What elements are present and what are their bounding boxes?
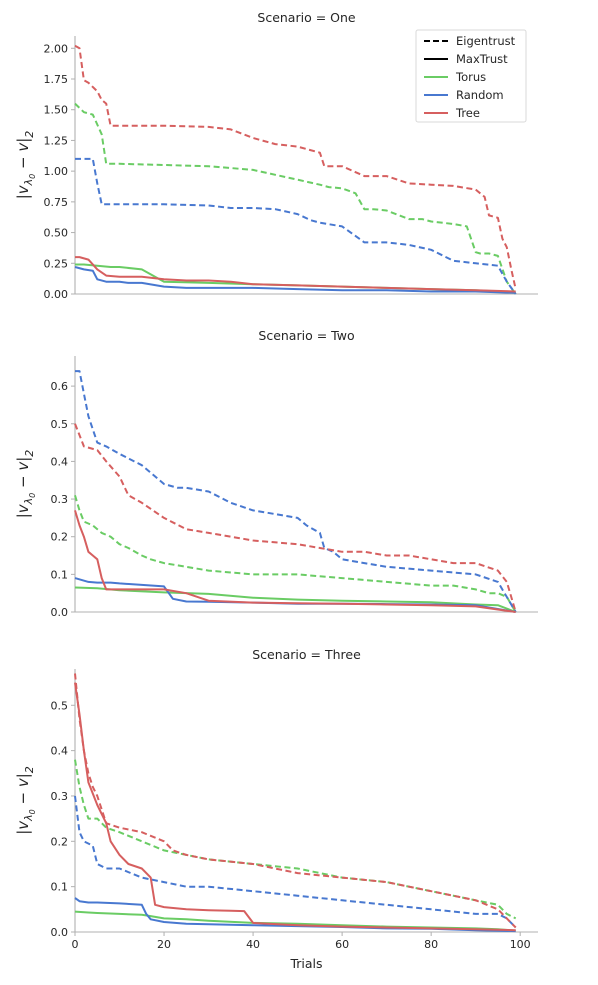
series-torus-eigentrust [74,759,517,920]
y-tick-label: 0.3 [51,493,69,506]
y-tick-label: 0.5 [51,699,69,712]
y-tick-label: 0.5 [51,418,69,431]
series-random-maxtrust [74,577,516,613]
y-tick-label: 1.75 [44,73,69,86]
legend-label: Tree [455,106,480,120]
y-axis-label: |vλ0 − v|2 [14,131,37,200]
y-tick-label: 0.2 [51,835,69,848]
y-tick-label: 0.1 [51,881,69,894]
legend-label: Eigentrust [456,34,516,48]
series-random-maxtrust [74,266,516,294]
x-axis-label: Trials [289,956,322,971]
series-tree-eigentrust [74,423,517,613]
y-tick-label: 1.00 [44,165,69,178]
y-axis-label: |vλ0 − v|2 [14,766,37,835]
x-tick-label: 60 [335,938,349,951]
y-tick-label: 0.4 [51,455,69,468]
legend-label: Random [456,88,504,102]
y-tick-label: 1.25 [44,134,69,147]
y-tick-label: 0.6 [51,380,69,393]
x-tick-label: 0 [72,938,79,951]
legend-label: MaxTrust [456,52,508,66]
y-tick-label: 0.2 [51,531,69,544]
series-torus-eigentrust [74,495,517,613]
series-torus-maxtrust [74,586,517,613]
y-tick-label: 0.50 [44,227,69,240]
y-tick-label: 0.0 [51,606,69,619]
series-random-eigentrust [75,157,517,295]
legend-box [415,29,527,123]
y-tick-label: 0.75 [44,196,69,209]
panel-title: Scenario = Three [252,647,361,662]
y-tick-label: 0.0 [51,926,69,939]
y-tick-label: 0.1 [51,568,69,581]
y-axis-label: |vλ0 − v|2 [14,450,37,519]
y-tick-label: 0.25 [44,257,69,270]
panel-3: Scenario = Three 0.0 0.1 0.2 0.3 0.4 0.5 0 20 40 6… [14,647,538,951]
y-tick-label: 0.00 [44,288,69,301]
series-tree-maxtrust [74,682,516,932]
panel-1: Scenario = One 0.00 0.25 0.50 0.75 1.00 1.25 1.… [14,10,538,301]
legend: Eigentrust MaxTrust Torus Random Tree [415,29,527,123]
x-tick-label: 80 [424,938,438,951]
panel-title: Scenario = Two [258,328,354,343]
legend-label: Torus [455,70,486,84]
x-tick-label: 40 [246,938,260,951]
y-tick-label: 0.4 [51,745,69,758]
panel-title: Scenario = One [257,10,356,25]
y-tick-label: 1.50 [44,104,69,117]
series-torus-maxtrust [74,910,516,932]
series-tree-eigentrust [74,673,517,929]
x-tick-label: 100 [510,938,531,951]
series-random-eigentrust [74,795,517,929]
x-tick-label: 20 [157,938,171,951]
series-random-eigentrust [75,370,517,613]
series-tree-maxtrust [74,510,516,613]
y-tick-label: 0.3 [51,790,69,803]
series-torus-eigentrust [74,102,517,295]
panel-2: Scenario = Two 0.0 0.1 0.2 0.3 0.4 0.5 0.6 |vλ0 … [14,328,538,619]
series-tree-maxtrust [75,256,516,293]
y-tick-label: 2.00 [44,42,69,55]
